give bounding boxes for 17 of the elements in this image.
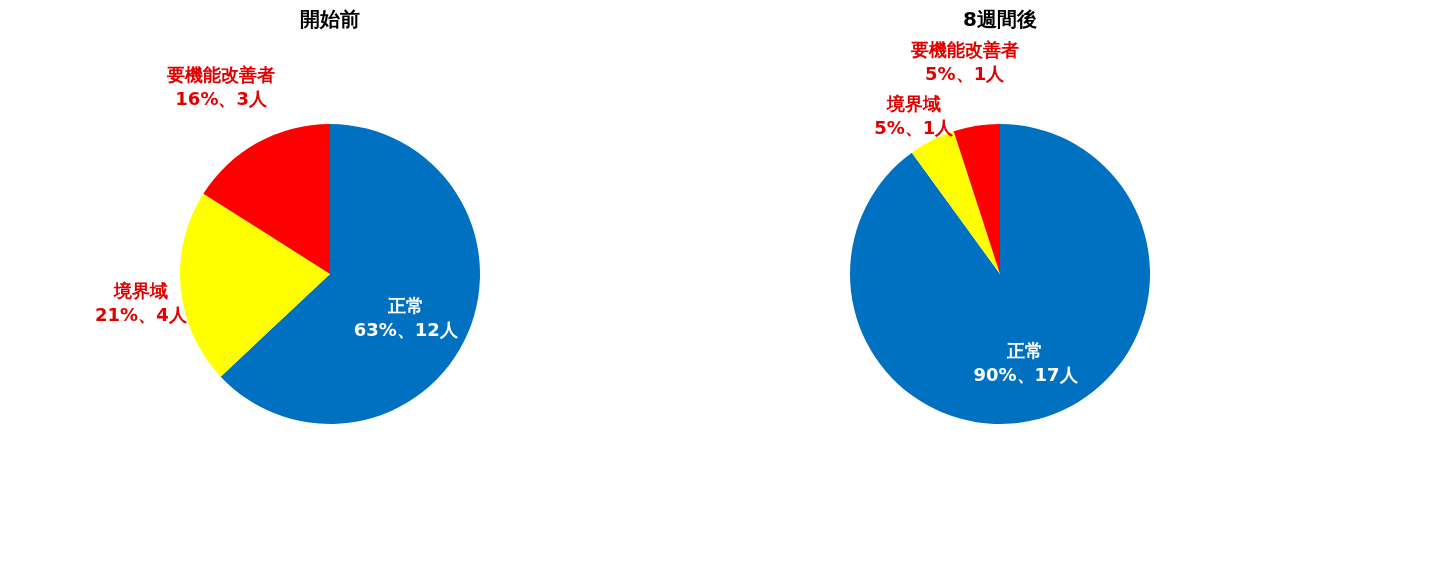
slice-label: 境界域 bbox=[885, 92, 941, 114]
data-label: 63%、12人 bbox=[353, 318, 459, 340]
pie-slice bbox=[203, 124, 330, 274]
data-label: 21%、4人 bbox=[95, 303, 188, 325]
pie-slice bbox=[953, 124, 1000, 274]
slice-label: 正常 bbox=[1006, 340, 1044, 362]
slice-label: 要機能改善者 bbox=[166, 63, 276, 85]
chart-title: 開始前 bbox=[300, 7, 360, 31]
chart-title: 8週間後 bbox=[963, 7, 1037, 31]
data-label: 5%、1人 bbox=[925, 62, 1006, 84]
data-label: 5%、1人 bbox=[874, 116, 955, 138]
data-label: 16%、3人 bbox=[175, 87, 268, 109]
slice-label: 境界域 bbox=[112, 279, 168, 301]
pie-slice bbox=[220, 124, 480, 424]
slice-label: 正常 bbox=[386, 294, 424, 316]
data-label: 90%、17人 bbox=[973, 364, 1079, 386]
slice-label: 要機能改善者 bbox=[909, 38, 1019, 60]
